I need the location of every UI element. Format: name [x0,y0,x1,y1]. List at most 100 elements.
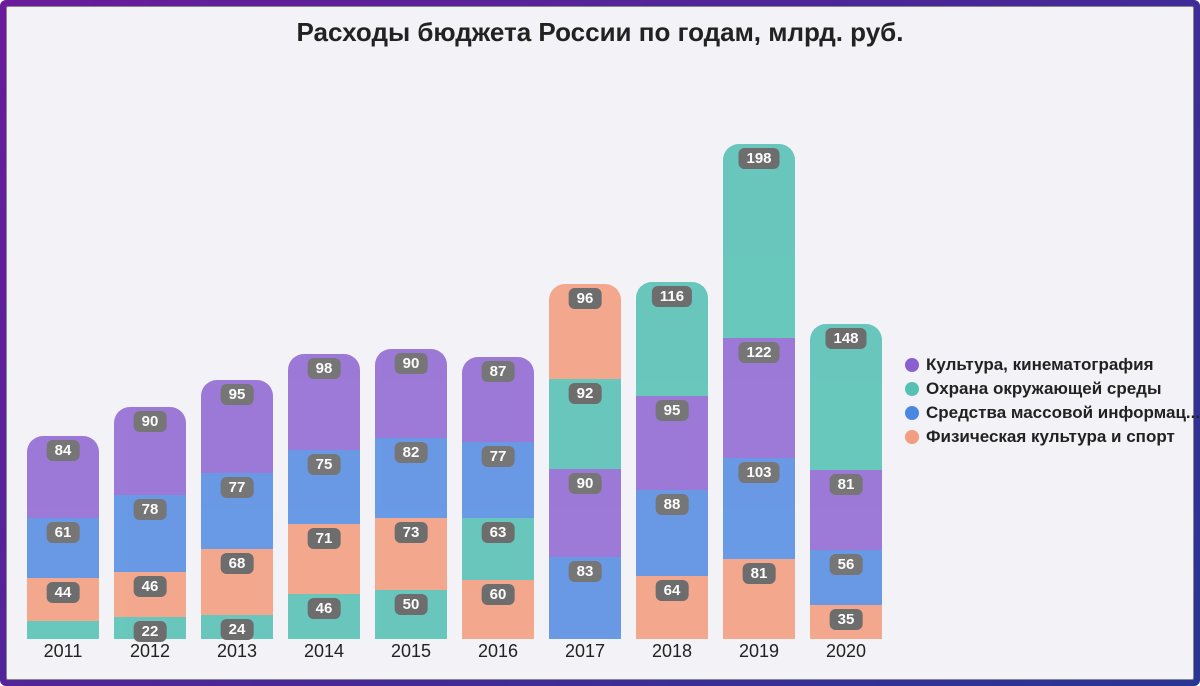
bar-segment-sport: 81 [723,559,795,639]
legend-swatch [905,382,919,396]
legend-swatch [905,406,919,420]
bar-segment-media: 88 [636,490,708,577]
bar-column: 35 56 81 148 [810,324,882,639]
bar-segment-culture: 81 [810,470,882,550]
bar-segment-culture: 98 [288,354,360,450]
bar-segment-culture: 95 [636,396,708,489]
bar-segment-sport: 60 [462,580,534,639]
x-axis-label: 2011 [44,641,83,662]
x-axis: 2011201220132014201520162017201820192020 [27,641,897,669]
value-label: 73 [395,522,428,543]
value-label: 71 [308,528,341,549]
plot-area: 44 61 84 22 46 78 90 24 68 77 95 46 71 75 98 50 73 82 90 60… [27,59,897,639]
value-label: 198 [738,148,779,169]
legend-item-env[interactable]: Охрана окружающей среды [905,379,1200,399]
value-label: 44 [47,582,80,603]
x-axis-label: 2012 [130,641,170,662]
bar-segment-env: 24 [201,615,273,639]
chart-area: 44 61 84 22 46 78 90 24 68 77 95 46 71 75 98 50 73 82 90 60… [27,59,1187,669]
x-axis-label: 2017 [565,641,605,662]
bar-segment-sport: 44 [27,578,99,621]
value-label: 78 [134,499,167,520]
value-label: 77 [221,477,254,498]
bar-segment-env: 22 [114,617,186,639]
value-label: 64 [656,580,689,601]
bar-segment-env: 63 [462,518,534,580]
bar-segment-culture: 90 [549,469,621,557]
legend-swatch [905,358,919,372]
value-label: 50 [395,594,428,615]
value-label: 68 [221,553,254,574]
bar-segment-media: 56 [810,550,882,605]
bar-segment-media: 82 [375,438,447,519]
bar-column: 81 103 122 198 [723,144,795,639]
bar-segment-media: 78 [114,495,186,572]
bar-segment-sport: 35 [810,605,882,639]
bar-segment-env: 148 [810,324,882,469]
value-label: 63 [482,522,515,543]
bar-segment-sport: 64 [636,576,708,639]
bar-segment-culture: 90 [375,349,447,437]
value-label: 98 [308,358,341,379]
bar-segment-env: 50 [375,590,447,639]
value-label: 90 [395,353,428,374]
value-label: 103 [738,462,779,483]
value-label: 95 [656,400,689,421]
value-label: 22 [134,621,167,642]
legend: Культура, кинематография Охрана окружающе… [905,351,1200,451]
bar-segment-culture: 84 [27,436,99,519]
bar-segment-sport: 68 [201,549,273,616]
legend-item-culture[interactable]: Культура, кинематография [905,355,1200,375]
bar-column: 60 63 77 87 [462,357,534,639]
value-label: 77 [482,446,515,467]
bar-column: 83909296 [549,284,621,639]
bar-segment-media: 83 [549,557,621,639]
legend-label: Физическая культура и спорт [926,427,1175,447]
value-label: 60 [482,584,515,605]
value-label: 96 [569,288,602,309]
x-axis-label: 2020 [826,641,866,662]
bar-column: 50 73 82 90 [375,349,447,639]
legend-item-media[interactable]: Средства массовой информац... [905,403,1200,423]
value-label: 81 [743,563,776,584]
outer-frame: Расходы бюджета России по годам, млрд. р… [0,0,1200,686]
legend-swatch [905,430,919,444]
x-axis-label: 2018 [652,641,692,662]
value-label: 87 [482,361,515,382]
x-axis-label: 2016 [478,641,518,662]
legend-label: Культура, кинематография [926,355,1154,375]
value-label: 35 [830,609,863,630]
bar-segment-env: 198 [723,144,795,339]
bar-column: 64 88 95 116 [636,282,708,639]
legend-label: Средства массовой информац... [926,403,1200,423]
bar-segment-culture: 87 [462,357,534,443]
bar-segment-env: 46 [288,594,360,639]
bar-segment-sport: 71 [288,524,360,594]
value-label: 90 [569,473,602,494]
bar-segment-media: 77 [201,473,273,549]
bar-segment-env: 116 [636,282,708,396]
value-label: 61 [47,522,80,543]
value-label: 95 [221,384,254,405]
bar-column: 44 61 84 [27,436,99,639]
value-label: 46 [308,598,341,619]
bar-segment-culture: 122 [723,338,795,458]
value-label: 46 [134,576,167,597]
value-label: 75 [308,454,341,475]
value-label: 122 [738,342,779,363]
bar-segment-sport: 96 [549,284,621,378]
chart-title: Расходы бюджета России по годам, млрд. р… [7,17,1193,48]
value-label: 84 [47,440,80,461]
bar-segment-media: 77 [462,442,534,518]
bar-column: 24 68 77 95 [201,380,273,640]
value-label: 90 [134,411,167,432]
value-label: 148 [825,328,866,349]
bar-segment-sport: 46 [114,572,186,617]
bar-segment-env [27,621,99,639]
bar-segment-media: 75 [288,450,360,524]
legend-item-sport[interactable]: Физическая культура и спорт [905,427,1200,447]
value-label: 56 [830,554,863,575]
value-label: 88 [656,494,689,515]
value-label: 81 [830,474,863,495]
value-label: 116 [652,286,692,307]
